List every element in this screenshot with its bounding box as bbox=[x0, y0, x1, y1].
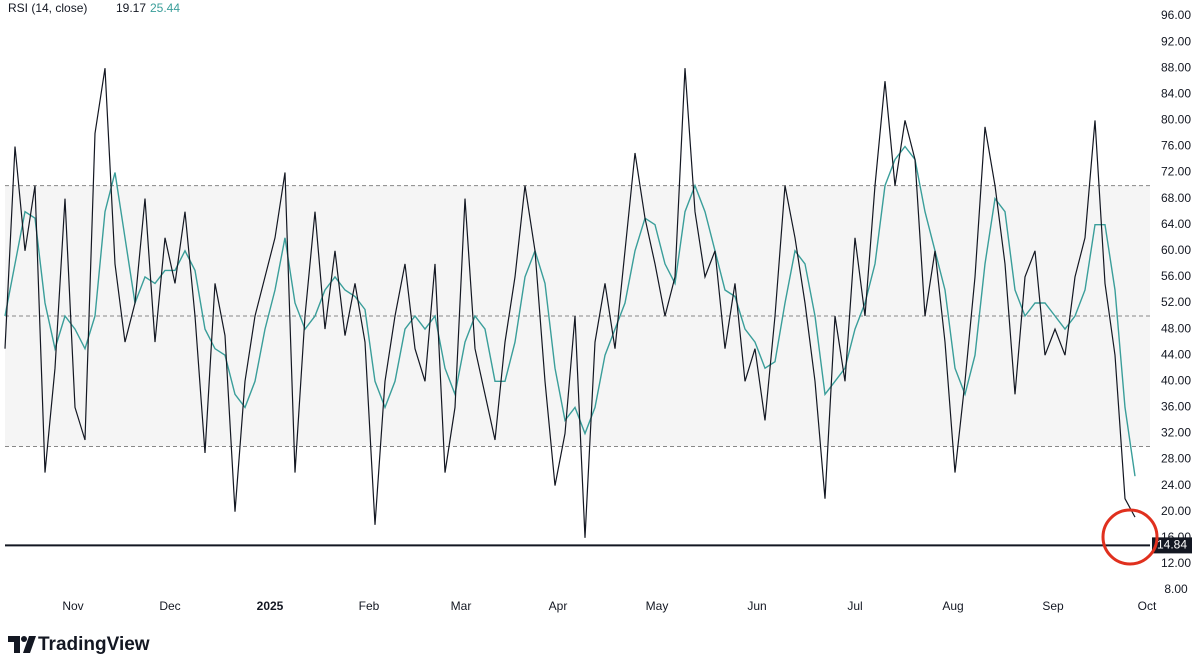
y-tick-label: 24.00 bbox=[1161, 478, 1191, 492]
x-tick-label: Sep bbox=[1042, 599, 1064, 613]
watermark: TradingView bbox=[38, 634, 150, 655]
y-tick-label: 8.00 bbox=[1164, 582, 1188, 596]
ma-line bbox=[4, 145, 1136, 477]
y-tick-label: 44.00 bbox=[1161, 347, 1191, 361]
ma-last-value: 25.44 bbox=[150, 1, 180, 15]
y-tick-label: 28.00 bbox=[1161, 452, 1191, 466]
rsi-last-value: 19.17 bbox=[116, 1, 146, 15]
x-tick-label: Mar bbox=[451, 599, 472, 613]
x-tick-label: Apr bbox=[549, 599, 568, 613]
y-tick-label: 48.00 bbox=[1161, 321, 1191, 335]
y-tick-label: 84.00 bbox=[1161, 86, 1191, 100]
x-tick-label: Aug bbox=[942, 599, 963, 613]
y-tick-label: 88.00 bbox=[1161, 60, 1191, 74]
x-tick-label: Dec bbox=[159, 599, 180, 613]
y-tick-label: 36.00 bbox=[1161, 400, 1191, 414]
y-tick-label: 52.00 bbox=[1161, 295, 1191, 309]
highlight-circle bbox=[1101, 508, 1159, 566]
y-tick-label: 92.00 bbox=[1161, 34, 1191, 48]
y-tick-label: 68.00 bbox=[1161, 191, 1191, 205]
x-tick-label: Nov bbox=[62, 599, 83, 613]
y-tick-label: 96.00 bbox=[1161, 8, 1191, 22]
rsi-line bbox=[4, 68, 1136, 538]
x-tick-label: Oct bbox=[1138, 599, 1157, 613]
indicator-title: RSI (14, close) bbox=[8, 1, 87, 15]
y-tick-label: 40.00 bbox=[1161, 373, 1191, 387]
y-tick-label: 64.00 bbox=[1161, 217, 1191, 231]
x-tick-label: Jul bbox=[847, 599, 862, 613]
x-tick-label: May bbox=[646, 599, 669, 613]
y-tick-label: 80.00 bbox=[1161, 113, 1191, 127]
y-tick-label: 60.00 bbox=[1161, 243, 1191, 257]
logo bbox=[8, 636, 36, 653]
y-tick-label: 72.00 bbox=[1161, 165, 1191, 179]
y-tick-label: 56.00 bbox=[1161, 269, 1191, 283]
y-tick-label: 76.00 bbox=[1161, 139, 1191, 153]
x-tick-label: Jun bbox=[747, 599, 766, 613]
x-tick-label: Feb bbox=[359, 599, 380, 613]
y-tick-label: 32.00 bbox=[1161, 426, 1191, 440]
price-label-box bbox=[1152, 537, 1192, 554]
price-label: 14.84 bbox=[1157, 538, 1187, 552]
x-tick-label: 2025 bbox=[257, 599, 284, 613]
y-tick-label: 20.00 bbox=[1161, 504, 1191, 518]
y-tick-label: 12.00 bbox=[1161, 556, 1191, 570]
